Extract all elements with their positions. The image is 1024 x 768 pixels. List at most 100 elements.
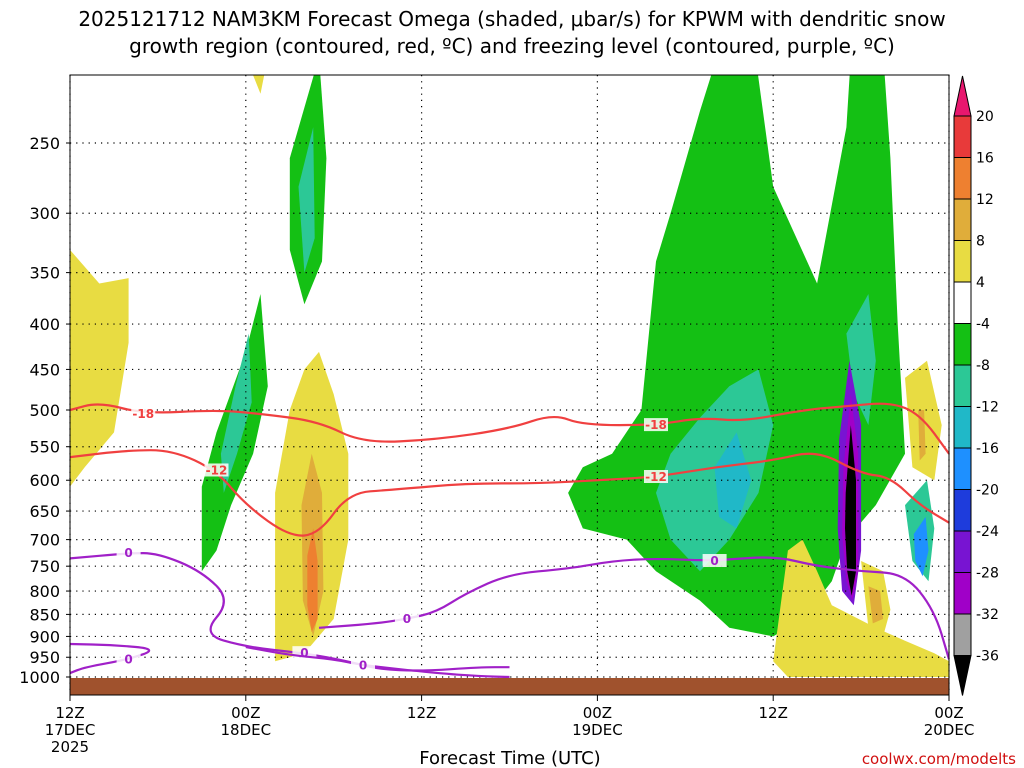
y-tick-label-750: 750	[29, 557, 60, 576]
y-tick-label-300: 300	[29, 204, 60, 223]
contour-dendritic-bottom	[70, 449, 949, 537]
x-tick-label-0-1: 17DEC	[45, 721, 96, 739]
colorbar-swatch-0	[953, 115, 972, 158]
x-tick-label-24-0: 12Z	[407, 704, 436, 722]
x-tick-label-60-0: 00Z	[934, 704, 963, 722]
colorbar-label-0: 20	[976, 109, 994, 125]
terrain-surface	[70, 678, 949, 695]
contour-label-dendritic-bottom-1: -12	[644, 470, 668, 484]
x-tick-label-0-0: 12Z	[55, 704, 84, 722]
pressure-axis: 250 300 350 400 450 500 550 600 650 700 750 800 850 9…	[19, 134, 70, 687]
colorbar-label-1: 16	[976, 151, 994, 167]
colorbar-label-2: 12	[976, 192, 994, 208]
y-tick-label-1000: 1000	[19, 668, 60, 687]
contour-label-dendritic-top-0: -18	[131, 406, 156, 421]
colorbar-swatch-7	[953, 406, 972, 449]
colorbar-label-8: -16	[976, 441, 999, 457]
colorbar-label-6: -8	[976, 358, 990, 374]
contour-label-freezing-level-upper-0: 0	[116, 546, 141, 560]
y-tick-label-850: 850	[29, 605, 60, 624]
colorbar-label-3: 8	[976, 234, 985, 250]
contour-label-freezing-level-main-1: 0	[702, 554, 727, 568]
colorbar-swatch-11	[953, 572, 972, 615]
chart-title-line-1: 2025121712 NAM3KM Forecast Omega (shaded…	[78, 7, 945, 31]
svg-text:0: 0	[300, 646, 308, 660]
omega-shading-layer	[70, 75, 949, 677]
y-tick-label-400: 400	[29, 315, 60, 334]
svg-text:-18: -18	[132, 407, 154, 421]
colorbar-swatch-9	[953, 489, 972, 532]
y-tick-label-800: 800	[29, 582, 60, 601]
omega-colorbar: 20 16 12 8 4 -4 -8 -12 -16 -20 -24 -28 -32 -36	[953, 75, 999, 696]
colorbar-swatch-10	[953, 530, 972, 573]
colorbar-swatch-12	[953, 613, 972, 656]
contour-label-freezing-level-surface-0: 0	[351, 658, 375, 672]
svg-text:0: 0	[359, 658, 367, 672]
omega-region-pos16-5	[307, 528, 318, 633]
x-tick-label-12-0: 00Z	[231, 704, 260, 722]
contour-label-dendritic-bottom-0: -12	[204, 463, 229, 477]
y-tick-label-700: 700	[29, 531, 60, 550]
contour-freezing-level-lower-left	[70, 642, 151, 675]
contour-dendritic-top	[70, 402, 949, 455]
y-tick-label-900: 900	[29, 627, 60, 646]
x-tick-label-12-1: 18DEC	[221, 721, 272, 739]
y-tick-label-950: 950	[29, 648, 60, 667]
colorbar-swatch-6	[953, 364, 972, 407]
colorbar-swatch-5	[953, 323, 972, 366]
svg-text:-12: -12	[206, 463, 228, 477]
x-tick-label-48-0: 12Z	[759, 704, 788, 722]
x-tick-label-36-1: 19DEC	[572, 721, 623, 739]
colorbar-swatch-8	[953, 447, 972, 490]
y-tick-label-450: 450	[29, 360, 60, 379]
colorbar-label-4: 4	[976, 275, 985, 291]
plot-frame	[69, 74, 950, 696]
svg-text:0: 0	[403, 612, 411, 626]
x-tick-label-36-0: 00Z	[583, 704, 612, 722]
y-tick-label-550: 550	[29, 438, 60, 457]
chart-title-line-2: growth region (contoured, red, ºC) and f…	[129, 34, 895, 58]
omega-region-neg8-9	[298, 127, 315, 273]
colorbar-label-11: -28	[976, 566, 999, 582]
omega-region-neg12-12	[714, 432, 752, 529]
omega-region-neg16-15	[913, 516, 929, 577]
colorbar-top-arrow	[953, 75, 972, 117]
y-tick-label-250: 250	[29, 134, 60, 153]
svg-text:0: 0	[124, 652, 132, 666]
omega-region-neg4-10	[568, 75, 905, 637]
x-tick-label-60-1: 20DEC	[924, 721, 975, 739]
y-tick-label-650: 650	[29, 502, 60, 521]
omega-region-pos12-21	[868, 586, 884, 624]
omega-region-neg8-7	[220, 333, 252, 493]
colorbar-swatch-2	[953, 198, 972, 241]
contour-label-dendritic-top-1: -18	[644, 418, 668, 432]
contour-freezing-level-surface	[245, 645, 510, 679]
y-tick-label-600: 600	[29, 471, 60, 490]
temperature-contours: -18 -18 -12 -12 0 0 0 0 0 0	[70, 402, 949, 679]
colorbar-label-7: -12	[976, 400, 999, 416]
svg-text:0: 0	[124, 546, 132, 560]
svg-text:-12: -12	[645, 470, 667, 484]
x-tick-label-0-2: 2025	[51, 738, 89, 756]
colorbar-label-5: -4	[976, 317, 990, 333]
omega-region-pos4-0	[70, 249, 129, 487]
y-tick-label-350: 350	[29, 264, 60, 283]
y-tick-label-500: 500	[29, 401, 60, 420]
svg-text:-18: -18	[645, 418, 667, 432]
x-axis-title: Forecast Time (UTC)	[419, 748, 600, 768]
svg-text:0: 0	[710, 554, 718, 568]
colorbar-bottom-arrow	[953, 655, 972, 696]
contour-label-freezing-level-main-0: 0	[394, 611, 419, 626]
colorbar-label-9: -20	[976, 483, 999, 499]
omega-region-pos4-1	[252, 75, 265, 94]
colorbar-swatch-1	[953, 157, 972, 200]
contour-label-freezing-level-lower-left-0: 0	[116, 652, 141, 666]
colorbar-label-13: -36	[976, 649, 999, 665]
colorbar-label-12: -32	[976, 607, 999, 623]
colorbar-label-10: -24	[976, 524, 999, 540]
colorbar-swatch-3	[953, 240, 972, 283]
colorbar-swatch-4	[953, 281, 972, 324]
credit-text[interactable]: coolwx.com/modelts	[862, 750, 1016, 768]
